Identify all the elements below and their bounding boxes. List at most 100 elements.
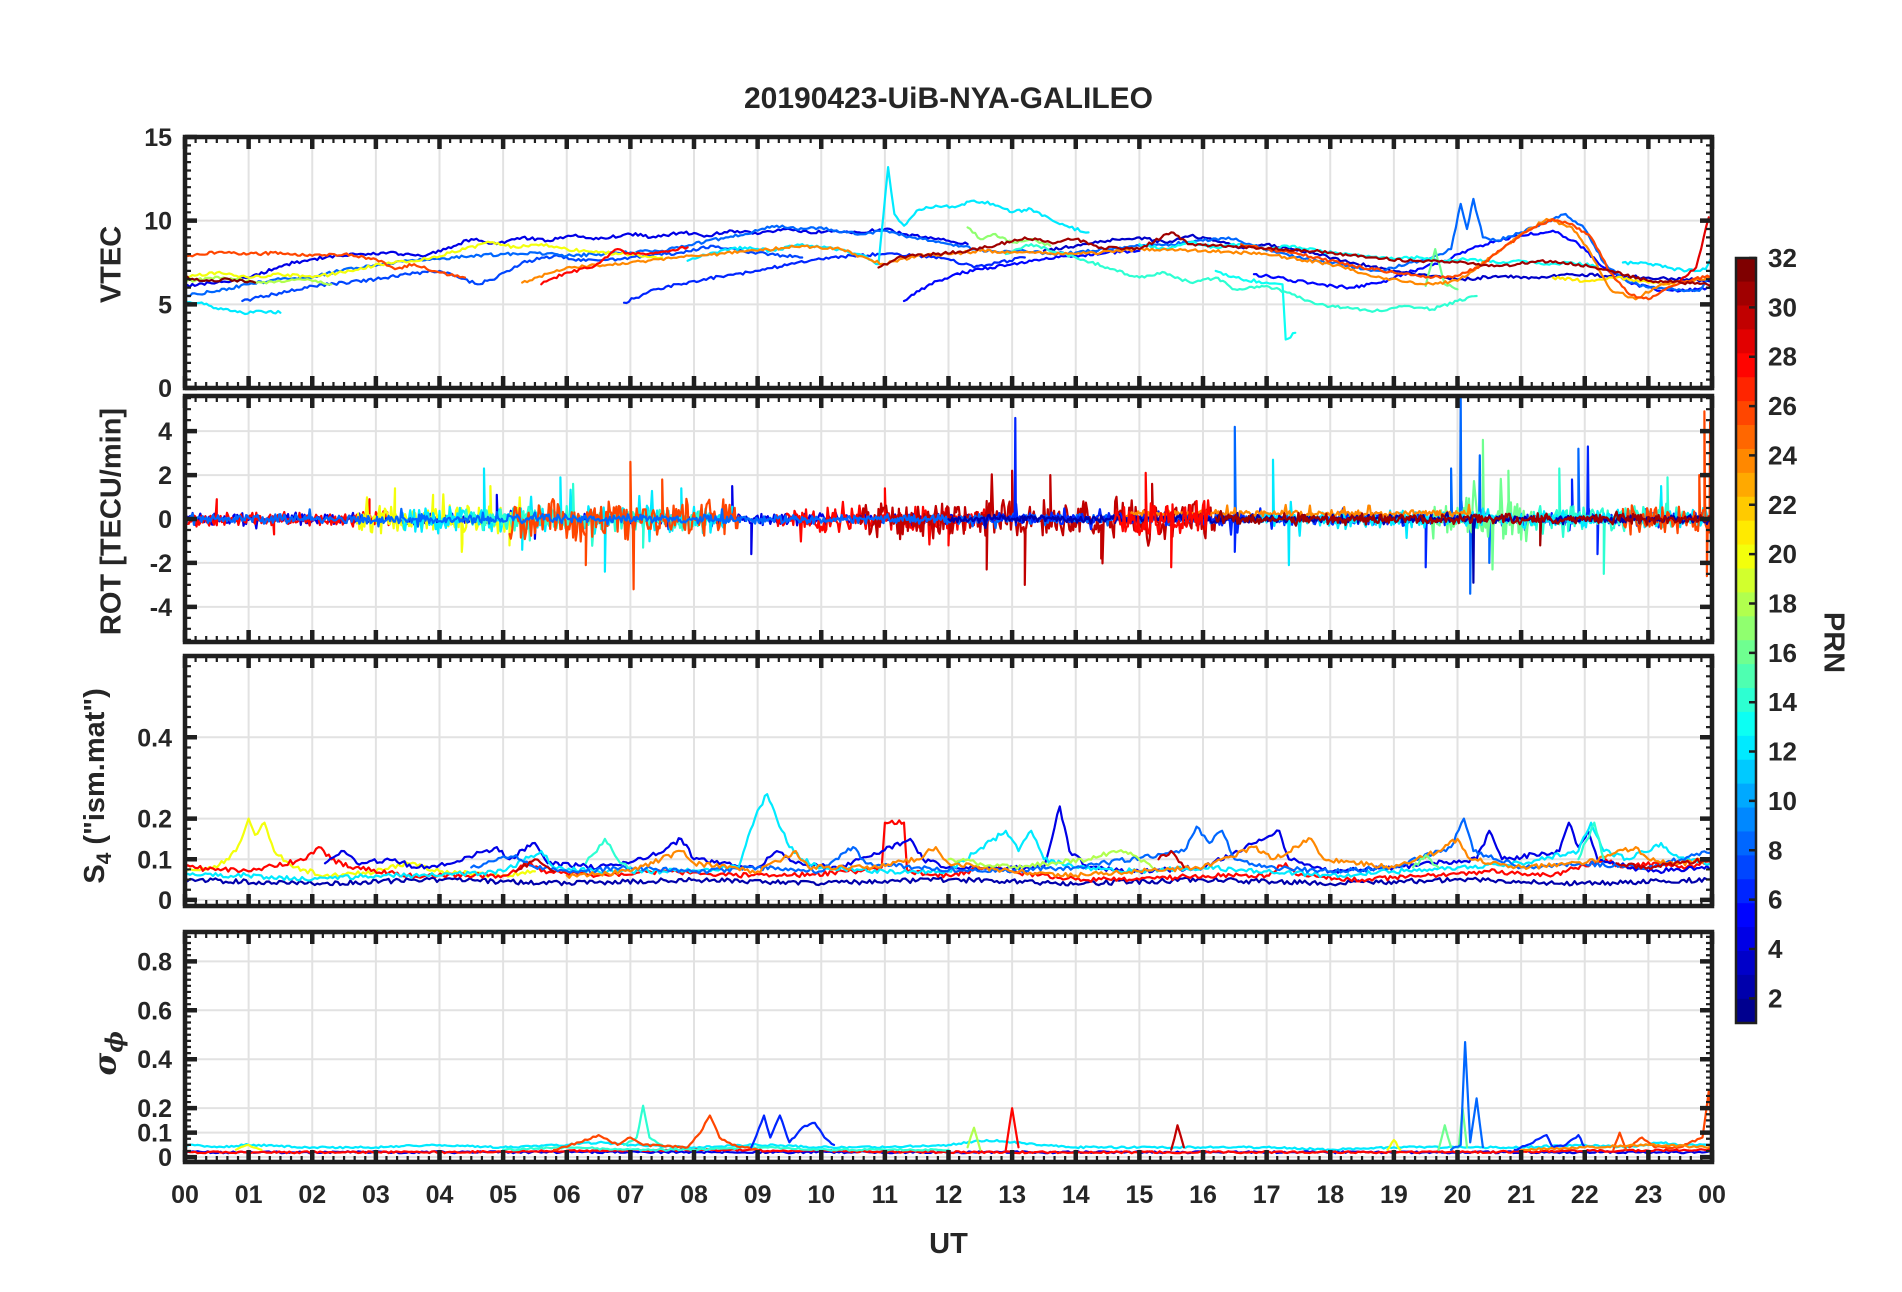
- series-prn-6: [972, 416, 1712, 569]
- series-prn-30: [514, 858, 556, 873]
- svg-text:19: 19: [1380, 1181, 1408, 1209]
- svg-text:16: 16: [1768, 638, 1797, 668]
- series-prn-6: [622, 252, 1026, 305]
- series-prn-31: [1214, 509, 1712, 547]
- series-prn-16: [1431, 438, 1535, 571]
- svg-text:2: 2: [1768, 983, 1782, 1013]
- svg-text:0.4: 0.4: [137, 1046, 172, 1074]
- series-prn-30: [1157, 850, 1185, 869]
- series-prn-28: [540, 245, 689, 286]
- series-prn-28: [185, 819, 1712, 883]
- svg-text:04: 04: [426, 1181, 454, 1209]
- panel-VTEC-ytick-labels: 0 5 10 15: [144, 124, 172, 403]
- svg-text:24: 24: [1768, 440, 1797, 470]
- svg-text:11: 11: [872, 1181, 899, 1209]
- svg-text:5: 5: [158, 291, 172, 319]
- x-axis-label: UT: [929, 1228, 968, 1260]
- svg-text:15: 15: [1125, 1181, 1153, 1209]
- series-prn-12: [185, 299, 282, 316]
- svg-text:0.6: 0.6: [137, 997, 172, 1025]
- svg-text:0: 0: [158, 887, 172, 915]
- series-prn-26: [1628, 1089, 1712, 1150]
- series-prn-16: [1424, 248, 1459, 291]
- series-prn-8: [1450, 1041, 1484, 1151]
- svg-text:0.1: 0.1: [137, 846, 172, 874]
- svg-text:12: 12: [1768, 737, 1797, 767]
- series-prn-26: [1240, 217, 1712, 301]
- series-prn-6: [750, 1114, 836, 1149]
- svg-text:07: 07: [616, 1181, 644, 1209]
- y-axis-label-sigma-phi: σϕ: [87, 1031, 129, 1076]
- series-prn-14: [584, 837, 632, 869]
- series-prn-14: [1532, 467, 1688, 575]
- series-prn-31: [877, 231, 1712, 287]
- series-prn-12: [1621, 256, 1712, 273]
- svg-text:4: 4: [1768, 934, 1783, 964]
- svg-text:8: 8: [1768, 835, 1782, 865]
- panel-ROT-ytick-labels: -4 -2 0 2 4: [150, 418, 172, 622]
- svg-text:0.8: 0.8: [137, 948, 172, 976]
- series-prn-14: [622, 1104, 664, 1146]
- svg-text:22: 22: [1768, 490, 1797, 520]
- svg-text:2: 2: [158, 462, 172, 490]
- series-prn-8: [185, 197, 1712, 298]
- series-prn-24: [1520, 1143, 1712, 1152]
- svg-text:14: 14: [1768, 687, 1797, 717]
- series-prn-18: [966, 1126, 982, 1151]
- series-prn-14: [1577, 821, 1605, 861]
- svg-text:12: 12: [935, 1181, 963, 1209]
- svg-text:00: 00: [1698, 1181, 1726, 1209]
- panel-S4-ytick-labels: 0 0.1 0.2 0.4: [137, 724, 172, 915]
- svg-text:0.4: 0.4: [137, 724, 172, 752]
- series-prn-5: [902, 249, 1141, 303]
- svg-text:32: 32: [1768, 243, 1797, 273]
- series-prn-28: [1112, 471, 1211, 569]
- svg-text:18: 18: [1768, 588, 1797, 618]
- series-prn-18: [947, 849, 1154, 870]
- svg-text:05: 05: [489, 1181, 517, 1209]
- svg-text:10: 10: [1768, 786, 1797, 816]
- panel-sigma_phi-ytick-labels: 00.10.2 0.4 0.6 0.8: [137, 948, 172, 1172]
- svg-text:21: 21: [1507, 1181, 1535, 1209]
- series-prn-6: [1513, 1134, 1586, 1151]
- svg-text:30: 30: [1768, 292, 1797, 322]
- svg-text:0.2: 0.2: [137, 1095, 172, 1123]
- series-prn-7: [241, 244, 804, 303]
- gridlines: [185, 136, 1712, 1162]
- svg-text:28: 28: [1768, 342, 1797, 372]
- svg-text:01: 01: [235, 1181, 263, 1209]
- svg-text:0: 0: [158, 1144, 172, 1172]
- series-prn-20: [185, 240, 664, 279]
- svg-text:23: 23: [1634, 1181, 1662, 1209]
- series-prn-14: [502, 1145, 950, 1152]
- axes: [182, 134, 1715, 1165]
- series-prn-32: [185, 275, 257, 284]
- svg-text:0: 0: [158, 375, 172, 403]
- svg-text:14: 14: [1062, 1181, 1090, 1209]
- series-prn-30: [858, 469, 1217, 586]
- series-prn-24: [565, 837, 1712, 879]
- svg-text:0.1: 0.1: [137, 1120, 172, 1148]
- svg-text:26: 26: [1768, 391, 1797, 421]
- series-prn-29: [1679, 216, 1710, 282]
- colorbar-label: PRN: [1817, 611, 1850, 674]
- svg-text:18: 18: [1316, 1181, 1344, 1209]
- svg-text:10: 10: [144, 208, 172, 236]
- series-prn-13: [1138, 240, 1599, 268]
- svg-text:08: 08: [680, 1181, 708, 1209]
- svg-text:4: 4: [158, 418, 172, 446]
- series-prn-16: [1411, 854, 1440, 869]
- svg-text:20: 20: [1444, 1181, 1472, 1209]
- svg-text:00: 00: [171, 1181, 199, 1209]
- series-prn-2: [185, 876, 1712, 887]
- svg-text:0: 0: [158, 506, 172, 534]
- series-prn-16: [1437, 1124, 1453, 1151]
- svg-text:6: 6: [1768, 885, 1782, 915]
- panel-S4-series: [185, 793, 1712, 887]
- series-prn-8: [470, 817, 1712, 875]
- series-prn-24: [521, 217, 1712, 301]
- series-prn-14: [1004, 243, 1478, 313]
